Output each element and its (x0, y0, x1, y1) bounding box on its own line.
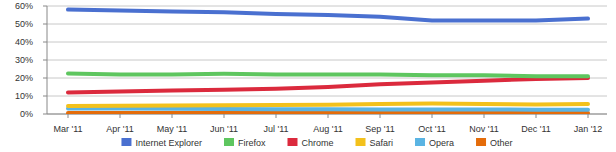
x-tick-label: May '11 (157, 124, 188, 134)
chart: 0% 10% 20% 30% 40% 50% 60% Mar '11 Apr '11 May '1… (0, 0, 616, 152)
legend-label: Chrome (301, 138, 333, 148)
x-tick-label: Oct '11 (418, 124, 446, 134)
tick-mark (43, 78, 47, 79)
x-tick-label: Apr '11 (106, 124, 134, 134)
x-tick-label: Jun '11 (210, 124, 238, 134)
x-tick-label: Dec '11 (521, 124, 551, 134)
tick-mark (43, 6, 47, 7)
grid-line (47, 24, 607, 25)
x-tick-mark (588, 114, 589, 118)
x-tick-mark (172, 114, 173, 118)
x-tick-mark (536, 114, 537, 118)
x-axis (47, 114, 607, 115)
tick-mark (43, 114, 47, 115)
legend-label: Internet Explorer (135, 138, 202, 148)
y-axis (47, 6, 48, 114)
y-tick-label: 60% (15, 1, 33, 11)
x-tick-label: Aug '11 (313, 124, 343, 134)
legend-swatch (121, 138, 131, 146)
series-line (68, 109, 588, 110)
series-line (68, 104, 588, 106)
series-line (68, 10, 588, 21)
legend-swatch (287, 138, 297, 146)
plot-area (68, 10, 588, 114)
legend-label: Opera (429, 138, 454, 148)
x-tick-mark (484, 114, 485, 118)
x-tick-label: Jul '11 (263, 124, 288, 134)
legend-swatch (415, 138, 425, 146)
x-tick-mark (432, 114, 433, 118)
x-tick-mark (276, 114, 277, 118)
tick-mark (43, 60, 47, 61)
y-tick-label: 30% (15, 55, 33, 65)
legend-swatch (224, 138, 234, 146)
x-tick-label: Nov '11 (469, 124, 499, 134)
grid-line (47, 6, 607, 7)
legend-label: Firefox (238, 138, 266, 148)
x-tick-mark (328, 114, 329, 118)
legend-label: Other (490, 138, 513, 148)
x-tick-label: Jan '12 (574, 124, 603, 134)
y-tick-label: 20% (15, 73, 33, 83)
grid-line (47, 96, 607, 97)
grid-line (47, 114, 607, 115)
grid-line (47, 42, 607, 43)
y-tick-label: 50% (15, 19, 33, 29)
x-tick-mark (380, 114, 381, 118)
x-tick-mark (224, 114, 225, 118)
legend-label: Safari (370, 138, 394, 148)
tick-mark (43, 96, 47, 97)
y-tick-label: 0% (20, 109, 33, 119)
y-tick-label: 40% (15, 37, 33, 47)
legend-swatch (476, 138, 486, 146)
tick-mark (43, 24, 47, 25)
legend: Internet Explorer Firefox Chrome Safari Oper… (121, 138, 512, 148)
x-tick-label: Mar '11 (53, 124, 82, 134)
x-tick-label: Sep '11 (365, 124, 395, 134)
tick-mark (43, 42, 47, 43)
grid-line (47, 60, 607, 61)
x-tick-mark (120, 114, 121, 118)
series-line (68, 78, 588, 92)
legend-swatch (356, 138, 366, 146)
series-line (68, 74, 588, 77)
y-tick-label: 10% (15, 91, 33, 101)
x-tick-mark (68, 114, 69, 118)
